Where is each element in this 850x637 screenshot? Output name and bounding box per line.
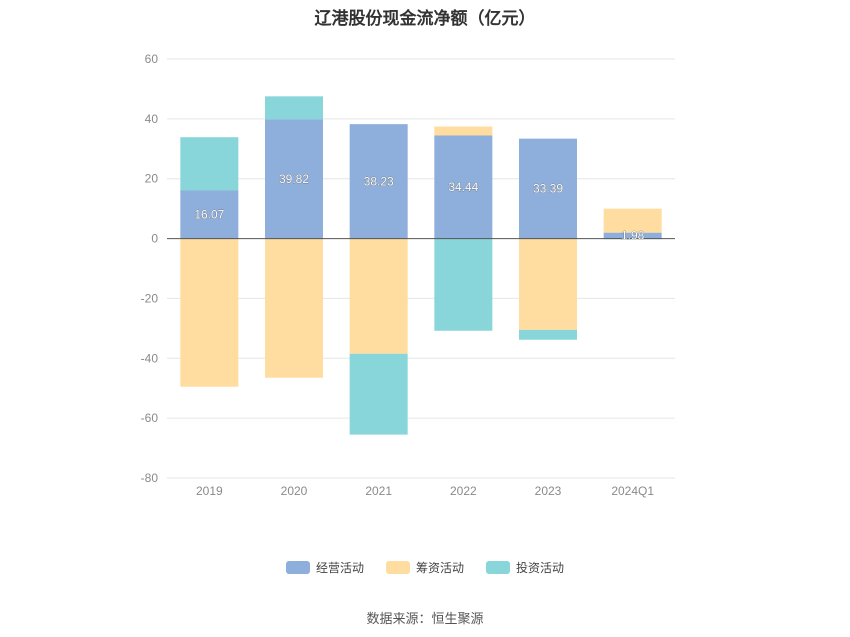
x-tick-label: 2021 xyxy=(365,484,392,498)
legend-swatch xyxy=(285,561,310,574)
bar-2019-series-1 xyxy=(180,238,239,387)
y-tick-label: 40 xyxy=(145,112,159,126)
bar-2020-series-2 xyxy=(265,96,323,120)
legend-item[interactable]: 投资活动 xyxy=(486,559,564,576)
x-axis-ticks: 2019 2020 2021 2022 2023 2024Q1 xyxy=(196,484,654,498)
x-tick-label: 2023 xyxy=(535,484,562,498)
x-tick-label: 2020 xyxy=(281,484,308,498)
x-tick-label: 2024Q1 xyxy=(611,484,654,498)
bar-2022-series-2 xyxy=(434,238,493,331)
data-label-2022: 34.44 xyxy=(448,180,478,194)
legend-swatch xyxy=(486,561,510,574)
data-label-2021: 38.23 xyxy=(364,174,394,188)
bar-2024Q1-series-0 xyxy=(603,232,662,239)
legend-label: 投资活动 xyxy=(516,561,565,575)
data-labels: 16.07 39.82 38.23 34.44 33.39 1.98 xyxy=(194,172,645,243)
legend-item[interactable]: 经营活动 xyxy=(285,559,364,576)
legend: 经营活动 筹资活动 投资活动 xyxy=(0,559,850,576)
data-label-2019: 16.07 xyxy=(194,208,224,222)
y-tick-label: -20 xyxy=(141,291,159,305)
data-label-2020: 39.82 xyxy=(279,172,309,186)
y-tick-label: 20 xyxy=(145,172,159,186)
y-tick-label: -60 xyxy=(141,411,159,425)
bar-2021-series-0 xyxy=(349,124,408,239)
bar-2022-series-1 xyxy=(434,126,493,136)
legend-label: 经营活动 xyxy=(315,561,364,575)
legend-label: 筹资活动 xyxy=(415,561,464,575)
bar-2019-series-0 xyxy=(180,190,239,239)
grid-lines xyxy=(167,58,675,479)
bar-2023-series-1 xyxy=(519,238,577,330)
data-label-2023: 33.39 xyxy=(533,182,563,196)
x-tick-label: 2019 xyxy=(196,484,223,498)
bar-2023-series-2 xyxy=(519,329,577,340)
chart-title: 辽港股份现金流净额（亿元） xyxy=(314,9,536,28)
bar-2024Q1-series-1 xyxy=(603,208,662,233)
data-label-2024Q1: 1.98 xyxy=(621,229,645,243)
bar-2020-series-1 xyxy=(265,238,323,378)
y-tick-label: -40 xyxy=(141,351,159,365)
y-axis-ticks: 60 40 20 0 -20 -40 -60 -80 xyxy=(141,52,159,485)
source-note: 数据来源：恒生聚源 xyxy=(366,611,484,626)
bar-2022-series-0 xyxy=(434,135,493,239)
x-tick-label: 2022 xyxy=(450,484,477,498)
bar-2019-series-2 xyxy=(180,137,239,191)
bar-2023-series-0 xyxy=(519,138,577,239)
y-tick-label: 0 xyxy=(151,232,158,246)
bar-2021-series-1 xyxy=(349,238,408,354)
bar-2020-series-0 xyxy=(265,119,323,239)
legend-item[interactable]: 筹资活动 xyxy=(385,559,464,576)
y-tick-label: -80 xyxy=(141,471,159,485)
bar-2021-series-2 xyxy=(349,353,408,435)
legend-swatch xyxy=(385,561,410,574)
y-tick-label: 60 xyxy=(145,52,159,66)
bars xyxy=(180,96,662,435)
